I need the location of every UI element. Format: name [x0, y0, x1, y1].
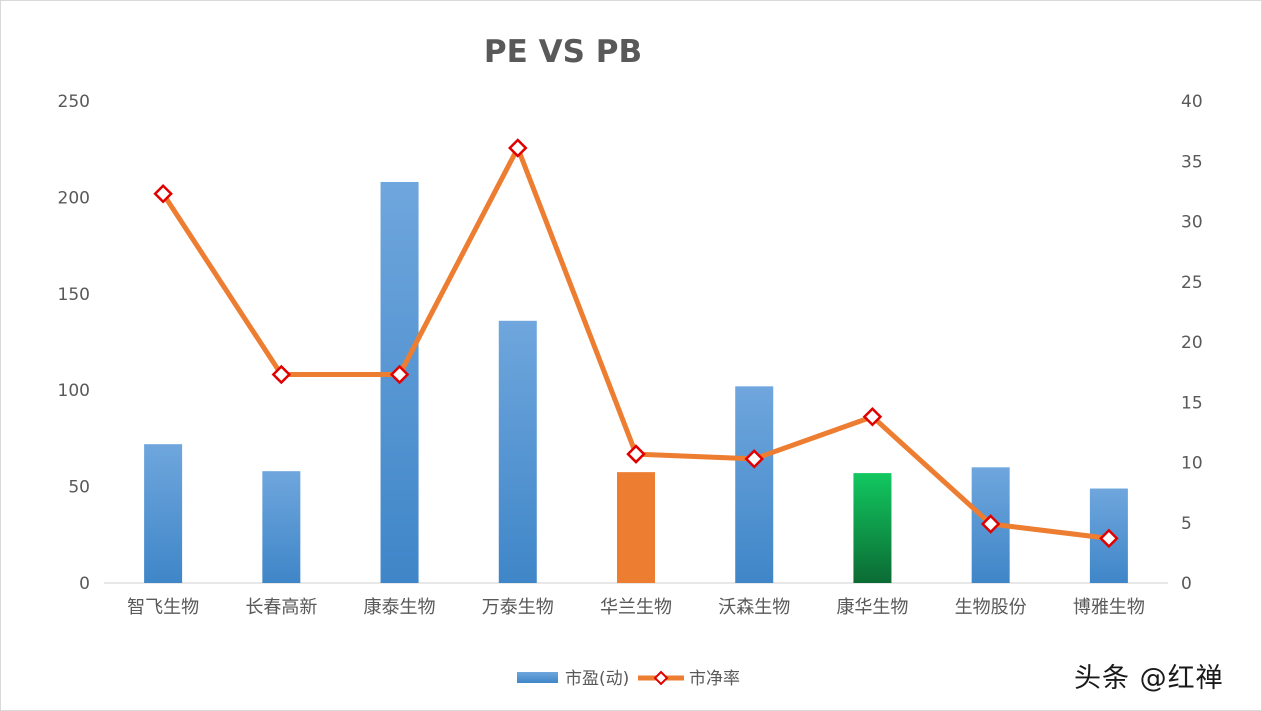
category-label: 生物股份	[955, 597, 1027, 618]
category-label: 万泰生物	[482, 597, 554, 618]
category-label: 长春高新	[245, 597, 317, 618]
category-label: 康泰生物	[364, 597, 436, 618]
right-tick-label: 5	[1181, 514, 1192, 534]
right-tick-label: 40	[1181, 92, 1203, 112]
legend-bar-swatch	[517, 672, 558, 683]
bar	[498, 320, 537, 583]
bar	[617, 472, 655, 583]
pb-marker	[508, 138, 528, 158]
bar	[853, 473, 892, 583]
right-tick-label: 0	[1181, 574, 1192, 594]
pb-marker	[626, 444, 646, 464]
pb-marker	[1099, 528, 1119, 549]
chart-title: PE VS PB	[484, 34, 642, 70]
right-axis-ticks: 0 5 10 15 20 25 30 35 40	[1181, 92, 1203, 594]
legend: 市盈(动) 市净率	[517, 669, 740, 689]
line-series	[153, 138, 1119, 549]
category-label: 智飞生物	[127, 597, 199, 618]
right-tick-label: 10	[1181, 454, 1203, 474]
right-tick-label: 35	[1181, 152, 1203, 172]
pb-marker	[153, 184, 173, 204]
left-tick-label: 0	[79, 574, 90, 594]
category-label: 华兰生物	[600, 597, 672, 618]
right-tick-label: 15	[1181, 393, 1203, 413]
pb-marker	[271, 364, 292, 385]
legend-line-label: 市净率	[689, 669, 740, 689]
left-axis-ticks: 0 50 100 150 200 250	[58, 92, 90, 594]
right-tick-label: 20	[1181, 333, 1203, 353]
category-labels: 智飞生物 长春高新 康泰生物 万泰生物 华兰生物 沃森生物 康华生物 生物股份 博雅生物	[127, 597, 1145, 618]
bar	[735, 386, 774, 583]
category-label: 康华生物	[836, 597, 908, 618]
left-tick-label: 150	[58, 285, 90, 305]
pb-marker	[862, 406, 883, 427]
bar	[262, 471, 301, 583]
legend-line-marker	[653, 670, 669, 686]
bar-series	[144, 181, 1128, 583]
pb-marker	[980, 514, 1001, 534]
left-tick-label: 100	[58, 381, 90, 401]
category-label: 沃森生物	[718, 597, 790, 618]
category-label: 博雅生物	[1073, 597, 1145, 618]
left-tick-label: 200	[58, 188, 90, 208]
right-tick-label: 30	[1181, 213, 1203, 233]
legend-bar-label: 市盈(动)	[565, 669, 629, 689]
left-tick-label: 50	[68, 478, 90, 498]
pb-marker	[744, 449, 764, 469]
bar	[144, 444, 183, 583]
left-tick-label: 250	[58, 92, 90, 112]
watermark: 头条 @红禅	[1074, 663, 1224, 694]
right-tick-label: 25	[1181, 273, 1203, 293]
pb-marker	[389, 364, 410, 385]
